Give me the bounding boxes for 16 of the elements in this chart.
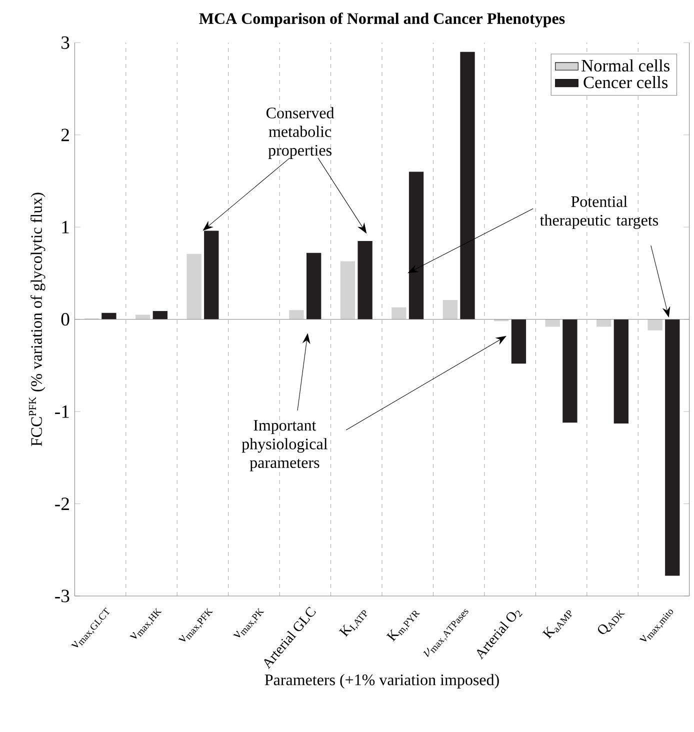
chart-title: MCA Comparison of Normal and Cancer Phenotypes <box>199 12 565 28</box>
y-tick-label: 1 <box>62 220 69 234</box>
legend-label: Normal cells <box>582 59 670 72</box>
x-axis-title: Parameters (+1% variation imposed) <box>264 674 499 689</box>
y-tick-label: -2 <box>55 498 69 510</box>
annotation: Conserved metabolic properties <box>266 107 334 159</box>
x-tick-label: $\nu_{\mathrm{max,ATPases}}$ <box>423 609 468 657</box>
annotation: Potential therapeutic targets <box>540 196 658 229</box>
legend-label: Cencer cells <box>584 76 668 88</box>
y-tick-label: -3 <box>55 590 70 602</box>
y-tick-label: 0 <box>61 313 70 326</box>
y-axis-title: FCC$^{PFK}$ (% variation of glycolytic flux) <box>29 192 46 446</box>
annotation: Important physiological parameters <box>242 420 328 472</box>
y-tick-label: 2 <box>61 128 69 142</box>
y-tick-label: -1 <box>55 405 69 418</box>
y-tick-label: 3 <box>62 36 70 49</box>
